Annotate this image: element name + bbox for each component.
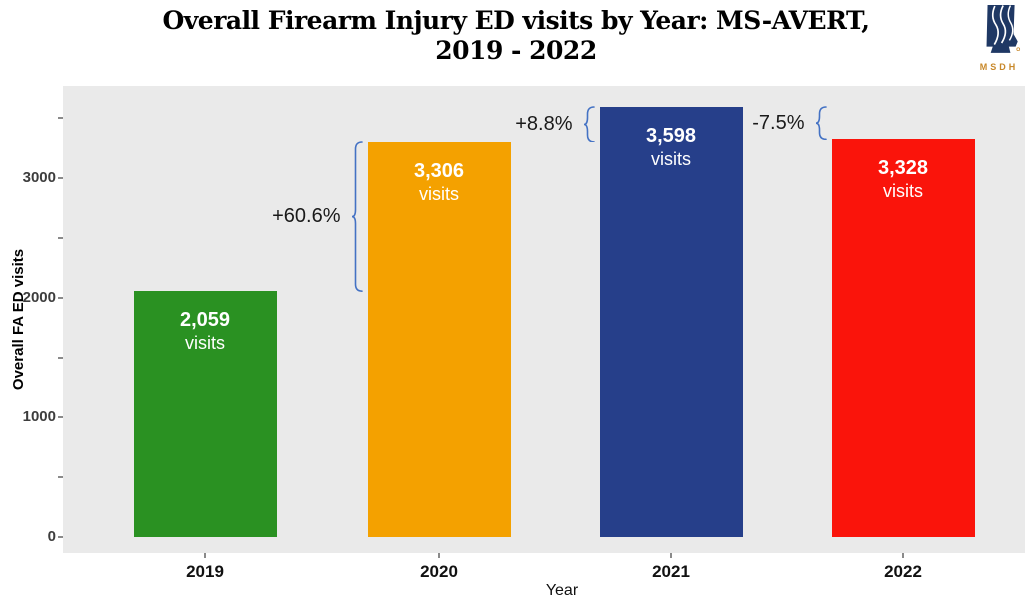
x-tick-label-2021: 2021 xyxy=(652,562,690,581)
x-tick-label-2020: 2020 xyxy=(420,562,458,581)
x-tick-label-2019: 2019 xyxy=(186,562,224,581)
y-tick-mark xyxy=(58,236,63,239)
bar-visits-label: visits xyxy=(185,332,225,353)
y-tick-mark xyxy=(58,476,63,479)
bar-label-2019: 2,059 visits xyxy=(134,309,277,355)
chart-title-line2: 2019 - 2022 xyxy=(435,36,597,65)
y-tick-label: 0 xyxy=(47,528,56,545)
y-axis-title: Overall FA ED visits xyxy=(10,248,28,391)
msdh-logo-icon xyxy=(986,5,1021,53)
bar-2021: 3,598 visits xyxy=(599,106,743,537)
curly-brace-icon xyxy=(351,140,363,292)
curly-brace-icon xyxy=(583,105,595,143)
x-axis-title: Year xyxy=(545,582,579,599)
bar-value-label: 3,306 xyxy=(413,159,465,182)
y-tick-label: 2000 xyxy=(22,288,56,306)
chart-title-line1: Overall Firearm Injury ED visits by Year… xyxy=(162,6,870,35)
bar-label-2020: 3,306 visits xyxy=(368,160,511,206)
y-tick-label: 3000 xyxy=(22,169,56,187)
x-tick-mark xyxy=(438,553,440,558)
y-tick-mark xyxy=(58,177,63,180)
x-tick-mark xyxy=(204,553,206,558)
pct-change-label: -7.5% xyxy=(752,111,805,134)
msdh-logo-text: MSDH xyxy=(979,62,1019,72)
y-tick-mark xyxy=(58,296,63,299)
msdh-logo: MSDH xyxy=(969,4,1029,72)
bar-visits-label: visits xyxy=(883,180,923,201)
pct-change-label: +8.8% xyxy=(515,113,573,136)
bar-value-label: 3,598 xyxy=(645,124,697,147)
y-tick-label: 1000 xyxy=(22,408,56,426)
x-tick-label-2022: 2022 xyxy=(884,562,922,581)
bar-2019: 2,059 visits xyxy=(133,290,277,537)
registered-mark-icon xyxy=(1016,47,1021,52)
bar-2022: 3,328 visits xyxy=(831,138,975,537)
bar-label-2022: 3,328 visits xyxy=(832,157,975,203)
plot-panel: 2,059 visits 3,306 visits 3,598 visits 3,328 vi… xyxy=(63,86,1025,553)
x-tick-mark xyxy=(902,553,904,558)
y-tick-mark xyxy=(58,536,63,538)
y-tick-mark xyxy=(58,416,63,419)
bar-value-label: 3,328 xyxy=(877,156,929,179)
curly-brace-icon xyxy=(815,105,827,140)
y-tick-mark xyxy=(58,356,63,359)
bar-visits-label: visits xyxy=(419,183,459,204)
x-tick-mark xyxy=(670,553,672,558)
bar-visits-label: visits xyxy=(651,148,691,169)
chart-title: Overall Firearm Injury ED visits by Year… xyxy=(0,6,1032,66)
pct-change-label: +60.6% xyxy=(272,205,341,228)
y-tick-mark xyxy=(58,117,63,120)
bar-2020: 3,306 visits xyxy=(367,141,511,537)
bar-label-2021: 3,598 visits xyxy=(600,125,743,171)
bar-value-label: 2,059 xyxy=(179,308,231,331)
